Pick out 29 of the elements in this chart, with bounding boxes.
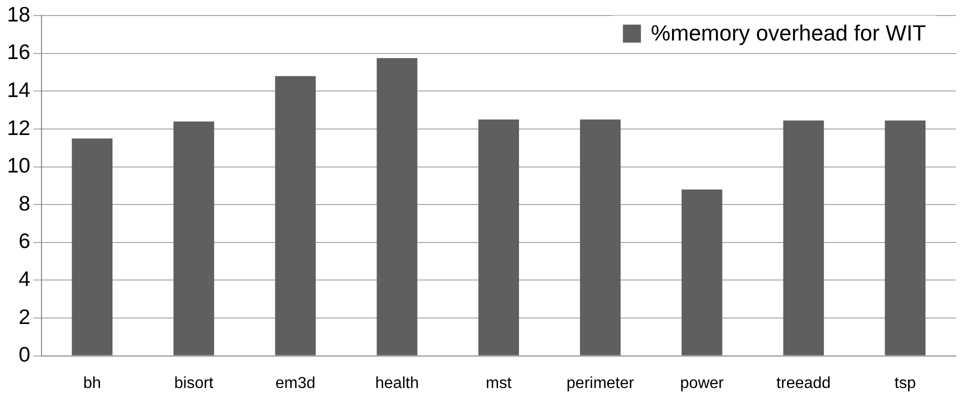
y-tick-label: 4 <box>18 268 31 291</box>
bar <box>682 189 722 356</box>
y-tick-label: 16 <box>7 41 30 64</box>
x-tick-label: bh <box>83 374 102 392</box>
x-tick-label: treeadd <box>776 374 831 392</box>
y-tick-label: 12 <box>7 116 30 140</box>
y-tick-label: 8 <box>18 192 30 216</box>
bar <box>478 120 520 356</box>
y-tick-label: 2 <box>18 306 30 329</box>
x-tick-label: tsp <box>894 374 916 392</box>
y-tick-label: 6 <box>18 230 30 254</box>
bar <box>173 121 214 356</box>
legend-label: %memory overhead for WIT <box>650 20 926 46</box>
y-tick-label: 18 <box>7 3 30 26</box>
x-tick-label: power <box>680 374 724 392</box>
x-tick-label: health <box>375 374 419 392</box>
bar <box>884 120 926 356</box>
x-tick-label: mst <box>486 374 512 392</box>
bar <box>580 120 621 356</box>
x-tick-label: perimeter <box>566 374 635 392</box>
bar <box>783 120 824 356</box>
bar <box>376 58 418 356</box>
bar <box>275 76 316 356</box>
y-tick-label: 0 <box>18 344 30 367</box>
bar <box>72 138 112 356</box>
x-tick-label: em3d <box>275 374 316 392</box>
y-tick-label: 10 <box>7 154 30 178</box>
y-tick-label: 14 <box>7 78 31 102</box>
x-tick-label: bisort <box>174 374 214 392</box>
